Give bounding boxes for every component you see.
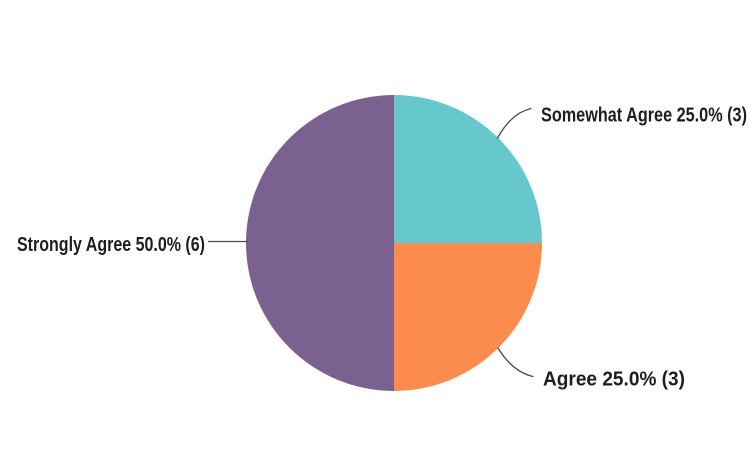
callout-leader-lines <box>207 107 534 378</box>
pie-slices <box>246 95 542 391</box>
pie-slice-somewhat-agree[interactable] <box>394 95 542 243</box>
leader-line-agree <box>497 347 534 378</box>
pie-slice-agree[interactable] <box>394 243 542 391</box>
slice-label-somewhat-agree: Somewhat Agree 25.0% (3) <box>541 105 747 127</box>
leader-line-somewhat-agree <box>496 107 532 139</box>
callout-labels: Somewhat Agree 25.0% (3) Agree 25.0% (3)… <box>17 105 747 391</box>
slice-label-strongly-agree: Strongly Agree 50.0% (6) <box>17 234 205 256</box>
pie-slice-strongly-agree[interactable] <box>246 95 394 391</box>
slice-label-agree: Agree 25.0% (3) <box>543 369 685 391</box>
